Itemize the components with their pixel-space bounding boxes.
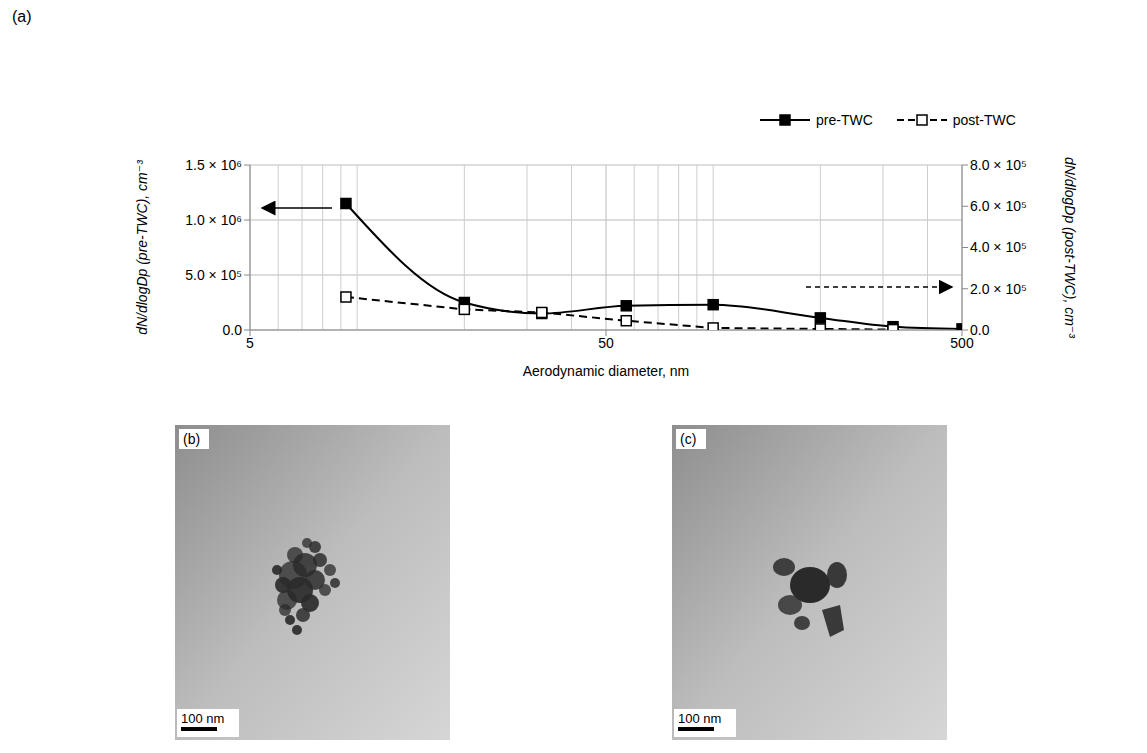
svg-text:4.0 × 10⁵: 4.0 × 10⁵ [970,239,1027,255]
html-text:(a): (a) [12,8,32,25]
svg-text:6.0 × 10⁵: 6.0 × 10⁵ [970,198,1027,214]
svg-text:0.0: 0.0 [970,322,990,338]
svg-text:100 nm: 100 nm [678,711,721,726]
svg-text:50: 50 [598,335,614,351]
html-text:post-TWC: post-TWC [952,112,1016,128]
svg-text:100 nm: 100 nm [181,711,224,726]
svg-text:(c): (c) [680,431,696,447]
svg-text:8.0 × 10⁵: 8.0 × 10⁵ [970,157,1027,173]
svg-text:dN/dlogDp (post-TWC), cm⁻³: dN/dlogDp (post-TWC), cm⁻³ [1062,157,1078,338]
svg-text:2.0 × 10⁵: 2.0 × 10⁵ [970,281,1027,297]
svg-text:5: 5 [246,335,254,351]
html-text:pre-TWC: pre-TWC [816,112,873,128]
svg-text:dN/dlogDp (pre-TWC), cm⁻³: dN/dlogDp (pre-TWC), cm⁻³ [134,160,150,335]
svg-text:5.0 × 10⁵: 5.0 × 10⁵ [185,267,242,283]
svg-text:1.5 × 10⁶: 1.5 × 10⁶ [185,157,242,173]
svg-text:Aerodynamic diameter, nm: Aerodynamic diameter, nm [523,363,690,379]
svg-text:500: 500 [950,334,974,351]
svg-text:1.0 × 10⁶: 1.0 × 10⁶ [185,212,242,228]
svg-text:0.0: 0.0 [223,322,243,338]
svg-text:(b): (b) [183,431,200,447]
